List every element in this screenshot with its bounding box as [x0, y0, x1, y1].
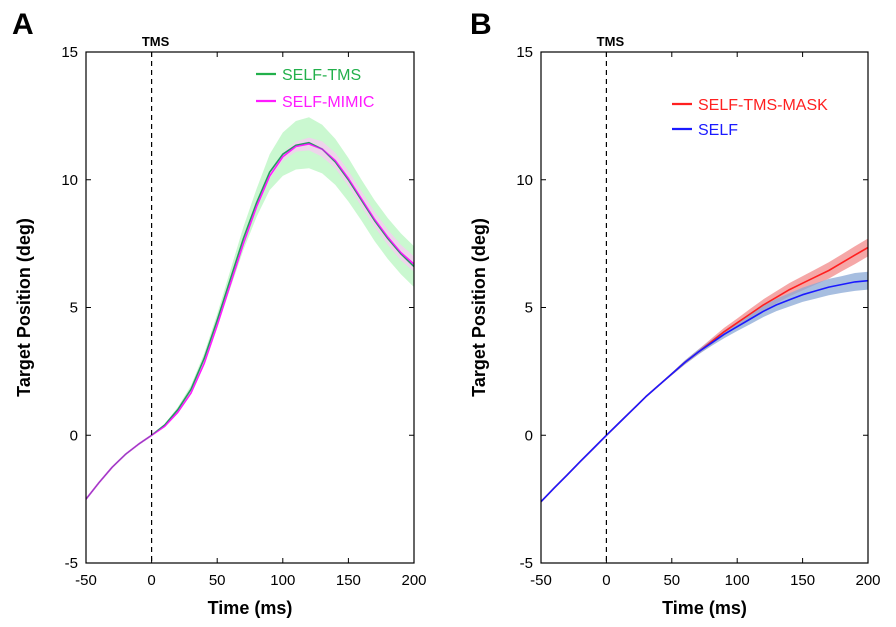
panel-b-y-ticks: -5 0 5 10 15: [516, 44, 868, 572]
panel-b-y-axis-label: Target Position (deg): [469, 218, 489, 397]
panel-a-bands: [86, 117, 414, 500]
panel-b-lines: [540, 246, 869, 503]
legend-label-self-mimic: SELF-MIMIC: [282, 94, 374, 111]
panel-a-x-ticks: -50 0 50 100 150 200: [75, 52, 427, 589]
panel-b-legend: SELF-TMS-MASK SELF: [672, 97, 828, 139]
panel-b-band-self: [541, 271, 868, 502]
y-tick-label: 15: [516, 44, 533, 61]
legend-label-self: SELF: [698, 122, 738, 139]
x-tick-label: 0: [602, 572, 610, 589]
panel-a-tms-label: TMS: [142, 34, 170, 49]
y-tick-label: -5: [65, 555, 78, 572]
panel-b-x-ticks: -50 0 50 100 150 200: [530, 52, 881, 589]
x-tick-label: 200: [855, 572, 880, 589]
panel-a-x-axis-label: Time (ms): [208, 598, 293, 618]
panel-a-y-ticks: -5 0 5 10 15: [61, 44, 414, 572]
legend-label-self-tms: SELF-TMS: [282, 67, 361, 84]
x-tick-label: -50: [530, 572, 552, 589]
y-tick-label: 15: [61, 44, 78, 61]
panel-b-tms-label: TMS: [597, 34, 625, 49]
panel-b-label: B: [470, 8, 492, 41]
panel-a-legend: SELF-TMS SELF-MIMIC: [256, 67, 374, 111]
x-tick-label: -50: [75, 572, 97, 589]
x-tick-label: 150: [336, 572, 361, 589]
x-tick-label: 50: [209, 572, 226, 589]
panel-b-x-axis-label: Time (ms): [662, 598, 747, 618]
y-tick-label: -5: [520, 555, 533, 572]
y-tick-label: 10: [516, 172, 533, 189]
y-tick-label: 10: [61, 172, 78, 189]
legend-label-self-tms-mask: SELF-TMS-MASK: [698, 97, 828, 114]
panel-a-line-overlap: [85, 142, 415, 500]
x-tick-label: 50: [663, 572, 680, 589]
panel-a-axes-frame: [85, 51, 415, 564]
panel-b-line-self: [540, 279, 869, 503]
panel-b-bands: [541, 238, 868, 502]
y-tick-label: 5: [525, 300, 533, 317]
panel-a-label: A: [12, 8, 34, 41]
x-tick-label: 150: [790, 572, 815, 589]
y-tick-label: 5: [70, 300, 78, 317]
x-tick-label: 100: [270, 572, 295, 589]
panel-a-band-self-tms: [86, 117, 414, 500]
y-tick-label: 0: [70, 427, 78, 444]
x-tick-label: 0: [147, 572, 155, 589]
panel-a-lines: [85, 141, 415, 500]
x-tick-label: 100: [725, 572, 750, 589]
y-tick-label: 0: [525, 427, 533, 444]
panel-a-y-axis-label: Target Position (deg): [14, 218, 34, 397]
panel-b-band-self-tms-mask: [541, 238, 868, 502]
x-tick-label: 200: [401, 572, 426, 589]
